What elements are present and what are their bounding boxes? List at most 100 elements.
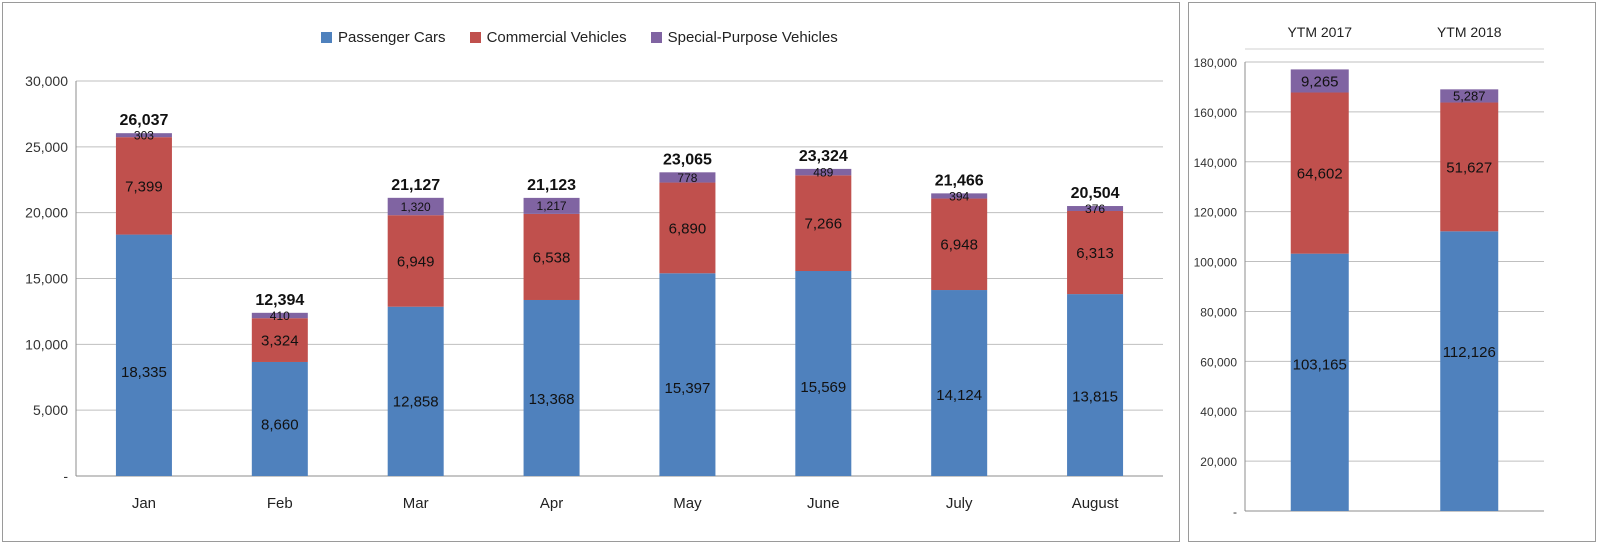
bar-segment (795, 271, 852, 476)
bar-segment (115, 133, 172, 138)
y-tick-label: 30,000 (25, 73, 68, 89)
data-label: 5,287 (1453, 89, 1486, 104)
bar-segment (387, 306, 444, 476)
bar-segment (251, 312, 308, 319)
legend-label: Commercial Vehicles (486, 29, 627, 46)
data-label: 489 (813, 165, 833, 179)
data-label: 410 (270, 309, 290, 323)
legend-item: Commercial Vehicles (469, 29, 627, 46)
total-label: 12,394 (255, 292, 304, 309)
bar-segment (251, 361, 308, 476)
y-tick-label: 40,000 (1200, 405, 1237, 419)
bar-segment (931, 290, 988, 476)
category-label: Feb (267, 495, 293, 512)
data-label: 6,948 (940, 237, 978, 254)
y-tick-label: 160,000 (1194, 106, 1238, 120)
data-label: 14,124 (936, 387, 982, 404)
data-label: 13,815 (1072, 388, 1118, 405)
bar-segment (659, 182, 716, 274)
data-label: 64,602 (1297, 165, 1343, 182)
data-label: 7,266 (805, 216, 843, 233)
data-label: 103,165 (1293, 356, 1347, 373)
data-label: 376 (1085, 202, 1105, 216)
y-tick-label: - (1233, 505, 1237, 519)
legend-item: Passenger Cars (321, 29, 446, 46)
data-label: 1,320 (401, 200, 431, 214)
bar-segment (1440, 89, 1499, 103)
bar-segment (115, 234, 172, 476)
category-label: Mar (403, 495, 429, 512)
bar-segment (1067, 210, 1124, 295)
bar-segment (1290, 92, 1349, 254)
data-label: 15,569 (800, 379, 846, 396)
bar-segment (523, 197, 580, 214)
category-label: Apr (540, 495, 563, 512)
total-label: 21,123 (527, 177, 576, 194)
y-tick-label: 5,000 (33, 402, 68, 418)
legend-item: Special-Purpose Vehicles (650, 29, 838, 46)
category-label: August (1072, 495, 1120, 512)
bar-segment (931, 198, 988, 291)
ytm-chart-panel: - 20,000 40,000 60,000 80,000 100,000 120,000 1… (1188, 2, 1596, 542)
data-label: 6,949 (397, 253, 435, 270)
category-label: May (673, 495, 702, 512)
legend-swatch (650, 32, 662, 43)
category-label: Jan (132, 495, 156, 512)
bar-segment (931, 193, 988, 199)
y-tick-label: 60,000 (1200, 355, 1237, 369)
data-label: 394 (949, 189, 969, 203)
bar-segment (523, 299, 580, 476)
chart-legend: Passenger Cars Commercial Vehicles Special… (321, 29, 838, 46)
y-tick-label: 180,000 (1194, 56, 1238, 70)
data-label: 778 (677, 171, 697, 185)
y-tick-label: 120,000 (1194, 206, 1238, 220)
data-label: 6,538 (533, 249, 571, 266)
total-label: 26,037 (119, 112, 168, 129)
bar-segment (1290, 253, 1349, 511)
bar-segment (1440, 102, 1499, 232)
y-tick-label: 100,000 (1194, 256, 1238, 270)
bar-segment (659, 273, 716, 476)
legend-swatch (321, 32, 332, 43)
data-label: 1,217 (537, 199, 567, 213)
bar-segment (795, 175, 852, 272)
legend-label: Passenger Cars (338, 29, 446, 46)
total-label: 21,127 (391, 177, 440, 194)
y-tick-label: - (63, 468, 68, 484)
y-tick-label: 20,000 (1200, 455, 1237, 469)
bar-segment (387, 215, 444, 307)
bar-segment (795, 168, 852, 176)
ytm-stacked-bar-chart: - 20,000 40,000 60,000 80,000 100,000 120,000 1… (1194, 24, 1544, 519)
legend-swatch (469, 32, 481, 43)
monthly-stacked-bar-chart: - 5,000 10,000 15,000 20,000 25,000 30,000 18,3… (25, 73, 1163, 512)
data-label: 51,627 (1446, 159, 1492, 176)
data-label: 6,313 (1076, 245, 1114, 262)
y-tick-label: 25,000 (25, 139, 68, 155)
category-label: YTM 2017 (1287, 24, 1352, 40)
data-label: 3,324 (261, 332, 299, 349)
bar-segment (1440, 231, 1499, 511)
data-label: 303 (134, 128, 154, 142)
bar-segment (387, 197, 444, 216)
data-label: 18,335 (121, 364, 167, 381)
data-label: 8,660 (261, 416, 299, 433)
total-label: 21,466 (935, 172, 984, 189)
data-label: 112,126 (1443, 344, 1496, 361)
bar-segment (1290, 69, 1349, 93)
data-label: 9,265 (1301, 73, 1339, 90)
category-label: YTM 2018 (1437, 24, 1502, 40)
total-label: 20,504 (1071, 185, 1120, 202)
bar-segment (1067, 206, 1124, 211)
y-tick-label: 15,000 (25, 271, 68, 287)
data-label: 7,399 (125, 178, 163, 195)
data-label: 6,890 (669, 220, 707, 237)
data-label: 13,368 (529, 391, 575, 408)
y-tick-label: 20,000 (25, 205, 68, 221)
y-tick-label: 140,000 (1194, 156, 1238, 170)
data-label: 15,397 (664, 380, 710, 397)
y-tick-label: 10,000 (25, 336, 68, 352)
legend-label: Special-Purpose Vehicles (667, 29, 838, 46)
bar-segment (523, 213, 580, 300)
y-tick-label: 80,000 (1200, 305, 1237, 319)
total-label: 23,065 (663, 151, 712, 168)
